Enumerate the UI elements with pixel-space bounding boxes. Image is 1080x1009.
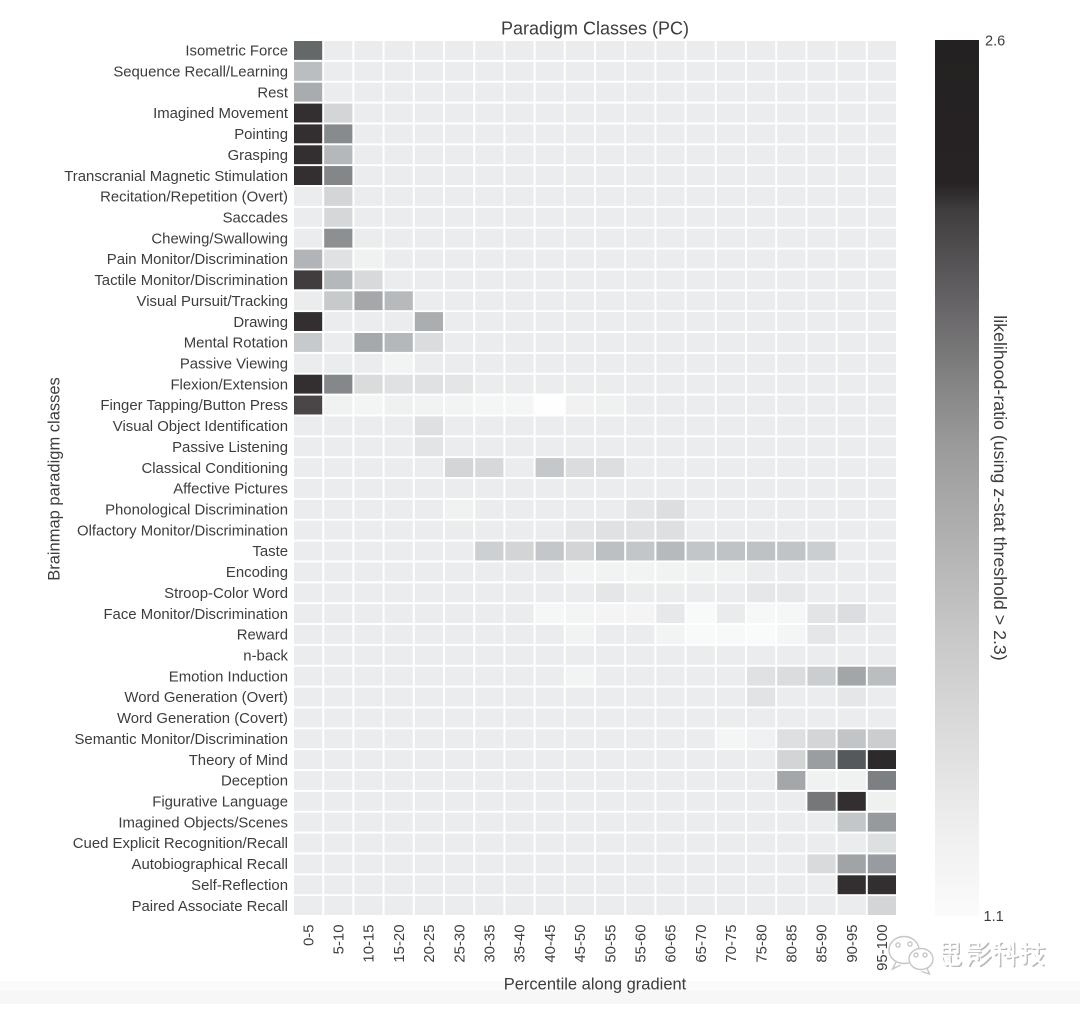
svg-text:10-15: 10-15 <box>362 925 378 963</box>
svg-text:90-95: 90-95 <box>845 925 861 963</box>
svg-text:Pain Monitor/Discrimination: Pain Monitor/Discrimination <box>107 252 288 268</box>
svg-text:60-65: 60-65 <box>664 925 680 963</box>
svg-text:75-80: 75-80 <box>754 925 770 963</box>
svg-text:1.1: 1.1 <box>984 909 1004 925</box>
svg-text:Stroop-Color Word: Stroop-Color Word <box>164 586 288 602</box>
svg-text:65-70: 65-70 <box>694 925 710 963</box>
svg-text:Tactile Monitor/Discrimination: Tactile Monitor/Discrimination <box>94 273 288 289</box>
svg-text:5-10: 5-10 <box>332 925 348 955</box>
svg-text:Imagined Movement: Imagined Movement <box>153 106 289 122</box>
svg-text:Sequence Recall/Learning: Sequence Recall/Learning <box>113 65 288 81</box>
svg-text:Theory of Mind: Theory of Mind <box>189 753 288 769</box>
svg-text:Figurative Language: Figurative Language <box>152 795 288 811</box>
svg-text:Rest: Rest <box>257 85 288 101</box>
svg-text:Passive Listening: Passive Listening <box>172 440 288 456</box>
svg-text:Phonological Discrimination: Phonological Discrimination <box>105 503 288 519</box>
svg-text:Olfactory Monitor/Discriminati: Olfactory Monitor/Discrimination <box>77 523 288 539</box>
svg-text:Recitation/Repetition (Overt): Recitation/Repetition (Overt) <box>100 190 288 206</box>
svg-text:20-25: 20-25 <box>422 925 438 963</box>
svg-text:Drawing: Drawing <box>233 315 288 331</box>
svg-text:n-back: n-back <box>243 649 288 665</box>
svg-text:Word Generation (Covert): Word Generation (Covert) <box>117 711 288 727</box>
svg-text:Saccades: Saccades <box>223 211 288 227</box>
svg-text:80-85: 80-85 <box>785 925 801 963</box>
svg-text:0-5: 0-5 <box>301 925 317 947</box>
svg-text:Isometric Force: Isometric Force <box>185 44 288 60</box>
svg-text:Encoding: Encoding <box>226 565 288 581</box>
svg-text:Flexion/Extension: Flexion/Extension <box>170 377 288 393</box>
svg-text:Transcranial Magnetic Stimulat: Transcranial Magnetic Stimulation <box>64 169 288 185</box>
svg-text:Passive Viewing: Passive Viewing <box>180 357 288 373</box>
svg-text:Imagined Objects/Scenes: Imagined Objects/Scenes <box>118 815 288 831</box>
svg-text:Face Monitor/Discrimination: Face Monitor/Discrimination <box>103 607 288 623</box>
svg-text:Mental Rotation: Mental Rotation <box>184 336 288 352</box>
svg-text:Chewing/Swallowing: Chewing/Swallowing <box>151 231 288 247</box>
svg-text:55-60: 55-60 <box>634 925 650 963</box>
svg-text:Percentile along gradient: Percentile along gradient <box>504 976 687 994</box>
svg-text:Pointing: Pointing <box>234 127 288 143</box>
svg-text:Self-Reflection: Self-Reflection <box>191 878 288 894</box>
svg-text:35-40: 35-40 <box>513 925 529 963</box>
svg-text:2.6: 2.6 <box>985 34 1005 50</box>
svg-text:Autobiographical Recall: Autobiographical Recall <box>132 857 288 873</box>
svg-text:Visual Pursuit/Tracking: Visual Pursuit/Tracking <box>137 294 288 310</box>
svg-text:45-50: 45-50 <box>573 925 589 963</box>
svg-text:70-75: 70-75 <box>724 925 740 963</box>
svg-text:Brainmap paradigm classes: Brainmap paradigm classes <box>46 377 64 581</box>
svg-text:Classical Conditioning: Classical Conditioning <box>142 461 289 477</box>
svg-text:15-20: 15-20 <box>392 925 408 963</box>
svg-text:95-100: 95-100 <box>875 925 891 971</box>
svg-text:Emotion Induction: Emotion Induction <box>169 669 288 685</box>
svg-text:Semantic Monitor/Discriminatio: Semantic Monitor/Discrimination <box>74 732 288 748</box>
svg-text:Affective Pictures: Affective Pictures <box>173 482 288 498</box>
svg-text:Paired Associate Recall: Paired Associate Recall <box>132 899 288 915</box>
svg-text:25-30: 25-30 <box>452 925 468 963</box>
svg-text:Finger Tapping/Button Press: Finger Tapping/Button Press <box>100 398 288 414</box>
svg-text:Taste: Taste <box>252 544 288 560</box>
svg-text:likelihood-ratio (using z-stat: likelihood-ratio (using z-stat threshold… <box>990 315 1010 660</box>
svg-text:40-45: 40-45 <box>543 925 559 963</box>
svg-text:Visual Object Identification: Visual Object Identification <box>113 419 288 435</box>
svg-text:85-90: 85-90 <box>815 925 831 963</box>
svg-text:Deception: Deception <box>221 774 288 790</box>
svg-text:Reward: Reward <box>237 628 288 644</box>
svg-text:Paradigm Classes (PC): Paradigm Classes (PC) <box>501 18 689 38</box>
svg-text:Cued Explicit Recognition/Reca: Cued Explicit Recognition/Recall <box>73 836 288 852</box>
svg-text:Word Generation (Overt): Word Generation (Overt) <box>124 690 288 706</box>
svg-text:50-55: 50-55 <box>603 925 619 963</box>
svg-text:30-35: 30-35 <box>483 925 499 963</box>
svg-text:Grasping: Grasping <box>228 148 288 164</box>
